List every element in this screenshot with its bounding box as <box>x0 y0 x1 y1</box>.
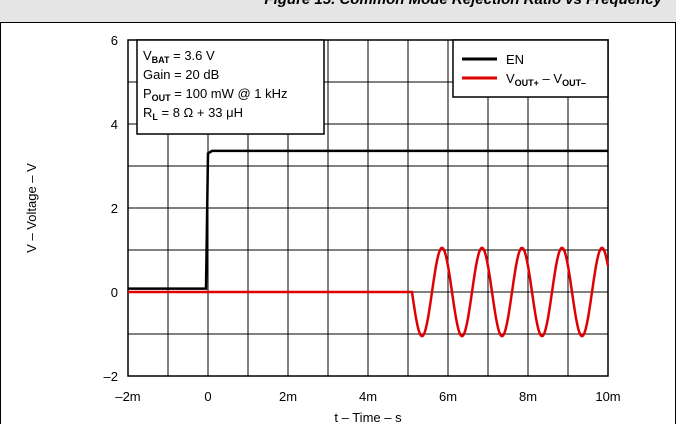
condition-line: RL = 8 Ω + 33 μH <box>143 105 243 122</box>
x-tick-label: 10m <box>595 389 620 404</box>
condition-line: Gain = 20 dB <box>143 67 219 82</box>
y-tick-label: 6 <box>111 33 118 48</box>
y-tick-label: 2 <box>111 201 118 216</box>
x-axis-label: t – Time – s <box>334 410 402 424</box>
y-tick-label: 4 <box>111 117 118 132</box>
x-tick-label: 4m <box>359 389 377 404</box>
x-tick-label: 0 <box>204 389 211 404</box>
y-axis-label: V – Voltage – V <box>24 163 39 253</box>
title-bar: Figure 15. Common Mode Rejection Ratio v… <box>0 0 676 23</box>
x-tick-label: 8m <box>519 389 537 404</box>
legend-border <box>452 39 609 98</box>
legend-label-vout: VOUT+ – VOUT– <box>506 71 586 88</box>
legend-label-en: EN <box>506 52 524 67</box>
series-line-en <box>128 149 608 290</box>
plot-area-border <box>127 39 609 377</box>
conditions-box: VBAT = 3.6 V Gain = 20 dB POUT = 100 mW @ … <box>136 39 325 135</box>
series-line-vout <box>128 246 610 338</box>
y-tick-label: –2 <box>104 369 118 384</box>
figure-title: Figure 15. Common Mode Rejection Ratio v… <box>264 0 662 8</box>
x-tick-label: 2m <box>279 389 297 404</box>
condition-line: VBAT = 3.6 V <box>143 48 215 65</box>
y-tick-label: 0 <box>111 285 118 300</box>
x-tick-label: –2m <box>115 389 140 404</box>
condition-line: POUT = 100 mW @ 1 kHz <box>143 86 288 103</box>
legend: EN VOUT+ – VOUT– <box>452 39 609 98</box>
x-tick-label: 6m <box>439 389 457 404</box>
conditions-box-border <box>136 39 325 135</box>
